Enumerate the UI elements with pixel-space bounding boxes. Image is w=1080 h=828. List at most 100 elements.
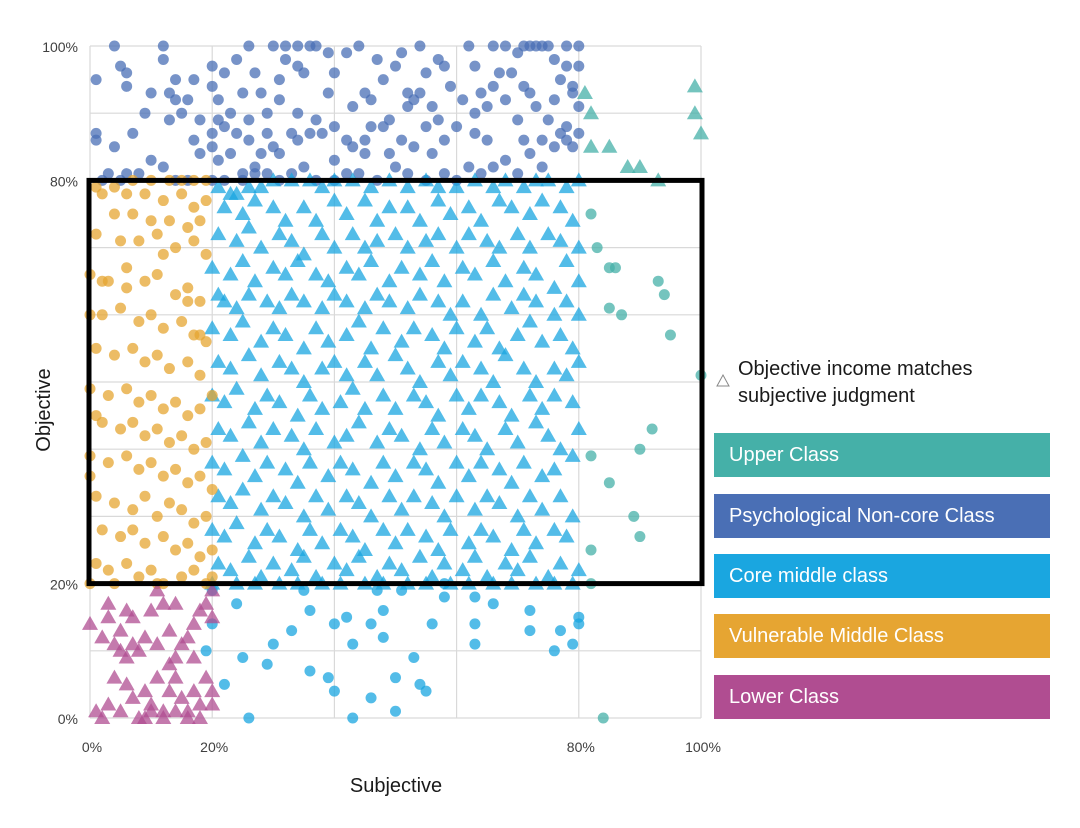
psychological-non-core-class-circle-point — [438, 168, 450, 180]
psychological-non-core-class-circle-point — [487, 80, 499, 92]
core-middle-class-triangle-point — [424, 326, 441, 341]
core-middle-class-triangle-point — [503, 199, 520, 214]
psychological-non-core-class-circle-point — [469, 107, 481, 119]
highlight-box — [86, 177, 705, 587]
core-middle-class-triangle-point — [546, 360, 563, 375]
psychological-non-core-class-circle-point — [567, 141, 579, 153]
psychological-non-core-class-circle-point — [212, 114, 224, 126]
psychological-non-core-class-circle-point — [377, 121, 389, 133]
vulnerable-middle-class-circle-point — [151, 228, 163, 240]
core-middle-class-triangle-point — [222, 427, 239, 442]
core-middle-class-triangle-point — [479, 320, 496, 335]
core-middle-class-triangle-point — [295, 441, 312, 456]
core-middle-class-triangle-point — [283, 427, 300, 442]
core-middle-class-triangle-point — [356, 192, 373, 207]
core-middle-class-triangle-point — [552, 326, 569, 341]
vulnerable-middle-class-circle-point — [176, 316, 188, 328]
core-middle-class-circle-point — [554, 625, 566, 637]
y-tick-label: 100% — [42, 39, 78, 55]
core-middle-class-triangle-point — [570, 239, 587, 254]
core-middle-class-circle-point — [573, 611, 585, 623]
vulnerable-middle-class-circle-point — [194, 329, 206, 341]
core-middle-class-triangle-point — [289, 407, 306, 422]
psychological-non-core-class-circle-point — [390, 60, 401, 72]
psychological-non-core-class-circle-point — [359, 148, 371, 160]
core-middle-class-triangle-point — [326, 239, 343, 254]
core-middle-class-triangle-point — [344, 461, 361, 476]
core-middle-class-triangle-point — [277, 494, 294, 509]
core-middle-class-triangle-point — [497, 421, 514, 436]
upper-class-triangle-point — [686, 105, 703, 120]
core-middle-class-triangle-point — [436, 340, 453, 355]
core-middle-class-circle-point — [377, 604, 389, 616]
core-middle-class-triangle-point — [204, 454, 221, 469]
core-middle-class-triangle-point — [424, 253, 441, 268]
psychological-non-core-class-circle-point — [212, 94, 224, 106]
core-middle-class-triangle-point — [411, 548, 428, 563]
core-middle-class-triangle-point — [485, 179, 502, 194]
vulnerable-middle-class-circle-point — [182, 410, 194, 422]
core-middle-class-triangle-point — [448, 320, 465, 335]
core-middle-class-triangle-point — [222, 266, 239, 281]
core-middle-class-triangle-point — [552, 488, 569, 503]
vulnerable-middle-class-circle-point — [194, 551, 206, 563]
core-middle-class-triangle-point — [460, 226, 477, 241]
psychological-non-core-class-circle-point — [328, 121, 340, 133]
lower-class-triangle-point — [124, 636, 141, 651]
core-middle-class-triangle-point — [534, 192, 551, 207]
lower-class-triangle-point — [204, 609, 221, 624]
psychological-non-core-class-circle-point — [561, 60, 573, 72]
core-middle-class-triangle-point — [222, 360, 239, 375]
core-middle-class-triangle-point — [436, 434, 453, 449]
core-middle-class-triangle-point — [454, 421, 471, 436]
psychological-non-core-class-circle-point — [280, 53, 292, 65]
core-middle-class-triangle-point — [564, 394, 581, 409]
core-middle-class-triangle-point — [308, 320, 325, 335]
core-middle-class-triangle-point — [534, 501, 551, 516]
core-middle-class-triangle-point — [283, 232, 300, 247]
vulnerable-middle-class-circle-point — [157, 195, 169, 207]
core-middle-class-triangle-point — [466, 548, 483, 563]
core-middle-class-circle-point — [261, 658, 273, 670]
core-middle-class-triangle-point — [259, 454, 276, 469]
core-middle-class-triangle-point — [405, 488, 422, 503]
psychological-non-core-class-circle-point — [231, 127, 243, 139]
upper-class-circle-point — [628, 510, 640, 522]
psychological-non-core-class-circle-point — [292, 107, 304, 119]
psychological-non-core-class-circle-point — [182, 94, 194, 106]
core-middle-class-triangle-point — [528, 293, 545, 308]
psychological-non-core-class-circle-point — [554, 74, 566, 86]
vulnerable-middle-class-circle-point — [96, 309, 108, 321]
core-middle-class-triangle-point — [460, 400, 477, 415]
psychological-non-core-class-circle-point — [536, 134, 548, 146]
psychological-non-core-class-circle-point — [225, 107, 237, 119]
vulnerable-middle-class-circle-point — [182, 282, 194, 294]
psychological-non-core-class-circle-point — [249, 67, 261, 79]
core-middle-class-triangle-point — [295, 293, 312, 308]
lower-class-triangle-point — [167, 669, 184, 684]
lower-class-triangle-point — [118, 602, 135, 617]
lower-class-triangle-point — [143, 703, 160, 718]
core-middle-class-triangle-point — [448, 179, 465, 194]
core-middle-class-triangle-point — [515, 521, 532, 536]
psychological-non-core-class-circle-point — [170, 74, 182, 86]
core-middle-class-triangle-point — [509, 508, 526, 523]
core-middle-class-circle-point — [377, 631, 389, 643]
psychological-non-core-class-circle-point — [341, 168, 353, 180]
vulnerable-middle-class-circle-point — [108, 181, 120, 193]
core-middle-class-triangle-point — [228, 300, 245, 315]
core-middle-class-triangle-point — [564, 340, 581, 355]
core-middle-class-triangle-point — [356, 400, 373, 415]
core-middle-class-triangle-point — [271, 528, 288, 543]
lower-class-triangle-point — [173, 689, 190, 704]
legend-label: Psychological Non-core Class — [729, 505, 995, 527]
core-middle-class-triangle-point — [381, 293, 398, 308]
core-middle-class-triangle-point — [418, 232, 435, 247]
core-middle-class-circle-point — [200, 645, 212, 657]
core-middle-class-triangle-point — [503, 542, 520, 556]
vulnerable-middle-class-circle-point — [176, 430, 188, 442]
core-middle-class-triangle-point — [485, 286, 502, 301]
core-middle-class-triangle-point — [497, 273, 514, 288]
psychological-non-core-class-circle-point — [157, 161, 169, 173]
core-middle-class-triangle-point — [265, 421, 282, 436]
